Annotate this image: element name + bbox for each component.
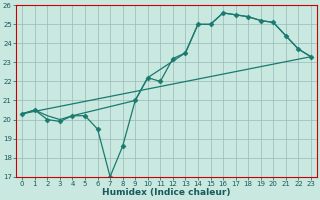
X-axis label: Humidex (Indice chaleur): Humidex (Indice chaleur): [102, 188, 231, 197]
